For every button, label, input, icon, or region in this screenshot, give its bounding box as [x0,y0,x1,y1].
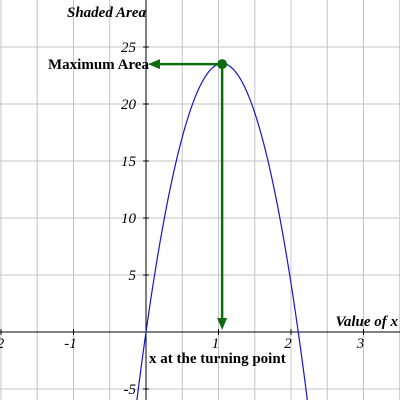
x-tick-label: -1 [64,336,77,352]
parabola-curve [136,62,308,400]
x-tick-label: 2 [284,336,292,352]
x-tick-label: -2 [0,336,5,352]
turning-point-x-label: x at the turning point [149,351,286,367]
y-axis-title: Shaded Area [67,5,147,21]
max-area-arrowhead [148,59,160,70]
annotations-layer: Maximum Area x at the turning point [48,57,286,367]
y-tick-label: 25 [121,40,137,56]
x-axis-title: Value of x [335,314,398,330]
y-tick-label: -5 [124,382,137,398]
turning-point-marker [217,59,228,70]
tick-labels: -2 -1 1 2 3 -5 5 10 15 20 25 [0,40,364,398]
y-tick-label: 10 [121,211,137,227]
x-tick-label: 1 [212,336,220,352]
series-layer [136,62,308,400]
y-tick-label: 15 [121,154,137,170]
x-tick-label: 3 [356,336,365,352]
turning-x-arrowhead [217,318,228,330]
y-tick-label: 5 [129,268,137,284]
max-area-label: Maximum Area [48,57,149,73]
y-tick-label: 20 [121,97,137,113]
